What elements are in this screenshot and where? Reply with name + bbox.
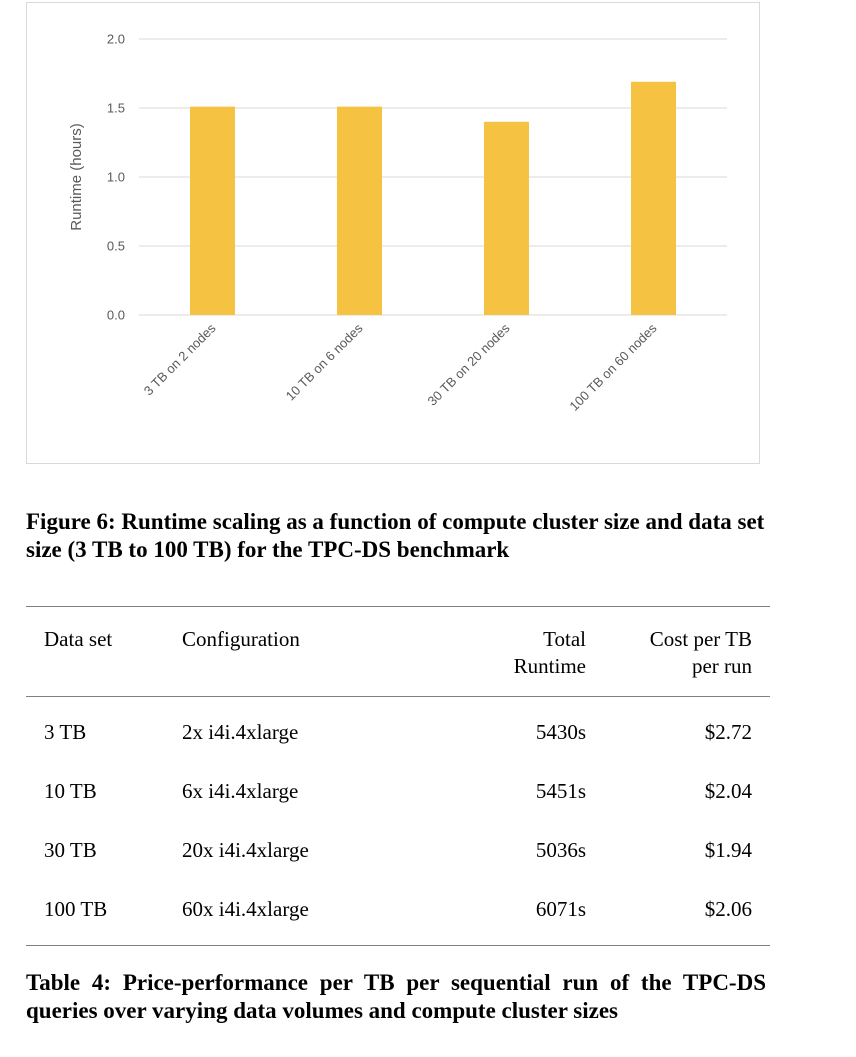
cell-cost: $2.72 xyxy=(704,720,752,744)
cell-configuration: 60x i4i.4xlarge xyxy=(182,897,309,921)
x-category-label: 3 TB on 2 nodes xyxy=(141,320,219,398)
header-cost-per-tb: Cost per TB per run xyxy=(586,607,770,697)
y-axis-title: Runtime (hours) xyxy=(68,123,85,231)
price-performance-table: Data set Configuration Total Runtime Cost… xyxy=(26,606,770,946)
cell-runtime: 6071s xyxy=(535,897,586,921)
header-cost-line2: per run xyxy=(691,654,752,678)
header-configuration: Configuration xyxy=(182,627,300,651)
cell-runtime: 5451s xyxy=(535,779,586,803)
table-header-row: Data set Configuration Total Runtime Cost… xyxy=(26,606,770,697)
x-category-label: 10 TB on 6 nodes xyxy=(283,320,366,403)
cell-cost: $2.04 xyxy=(704,779,752,803)
figure-caption: Figure 6: Runtime scaling as a function … xyxy=(26,509,765,562)
cell-configuration: 20x i4i.4xlarge xyxy=(182,838,309,862)
cell-dataset: 30 TB xyxy=(44,838,97,862)
runtime-chart-svg: 0.0 0.5 1.0 1.5 2.0 Runtime (hours) 3 TB on 2 … xyxy=(68,32,727,414)
table-row: 3 TB 2x i4i.4xlarge 5430s $2.72 xyxy=(26,697,770,763)
header-runtime-line2: Runtime xyxy=(513,654,586,678)
y-tick-label: 2.0 xyxy=(107,32,125,47)
header-total-runtime: Total Runtime xyxy=(452,607,586,697)
cell-cost: $2.06 xyxy=(704,897,752,921)
y-tick-label: 1.0 xyxy=(107,170,125,185)
cell-configuration: 2x i4i.4xlarge xyxy=(182,720,299,744)
cell-cost: $1.94 xyxy=(704,838,752,862)
cell-dataset: 3 TB xyxy=(44,720,87,744)
y-tick-label: 0.0 xyxy=(107,308,125,323)
header-runtime-line1: Total xyxy=(543,627,586,651)
header-cost-line1: Cost per TB xyxy=(649,627,752,651)
y-tick-label: 0.5 xyxy=(107,239,125,254)
runtime-chart: 0.0 0.5 1.0 1.5 2.0 Runtime (hours) 3 TB on 2 … xyxy=(26,2,760,464)
x-category-label: 100 TB on 60 nodes xyxy=(566,320,660,414)
cell-dataset: 100 TB xyxy=(44,897,108,921)
table-caption: Table 4: Price-performance per TB per se… xyxy=(26,970,766,1023)
cell-dataset: 10 TB xyxy=(44,779,97,803)
table-row: 30 TB 20x i4i.4xlarge 5036s $1.94 xyxy=(26,821,770,880)
cell-runtime: 5036s xyxy=(535,838,586,862)
y-tick-label: 1.5 xyxy=(107,101,125,116)
bar xyxy=(337,106,382,316)
bar xyxy=(190,106,235,316)
cell-configuration: 6x i4i.4xlarge xyxy=(182,779,299,803)
bar xyxy=(484,121,529,315)
x-category-label: 30 TB on 20 nodes xyxy=(424,320,512,408)
cell-runtime: 5430s xyxy=(535,720,586,744)
header-dataset: Data set xyxy=(44,627,113,651)
table-row: 10 TB 6x i4i.4xlarge 5451s $2.04 xyxy=(26,762,770,821)
table-row: 100 TB 60x i4i.4xlarge 6071s $2.06 xyxy=(26,880,770,946)
bar xyxy=(631,81,676,315)
